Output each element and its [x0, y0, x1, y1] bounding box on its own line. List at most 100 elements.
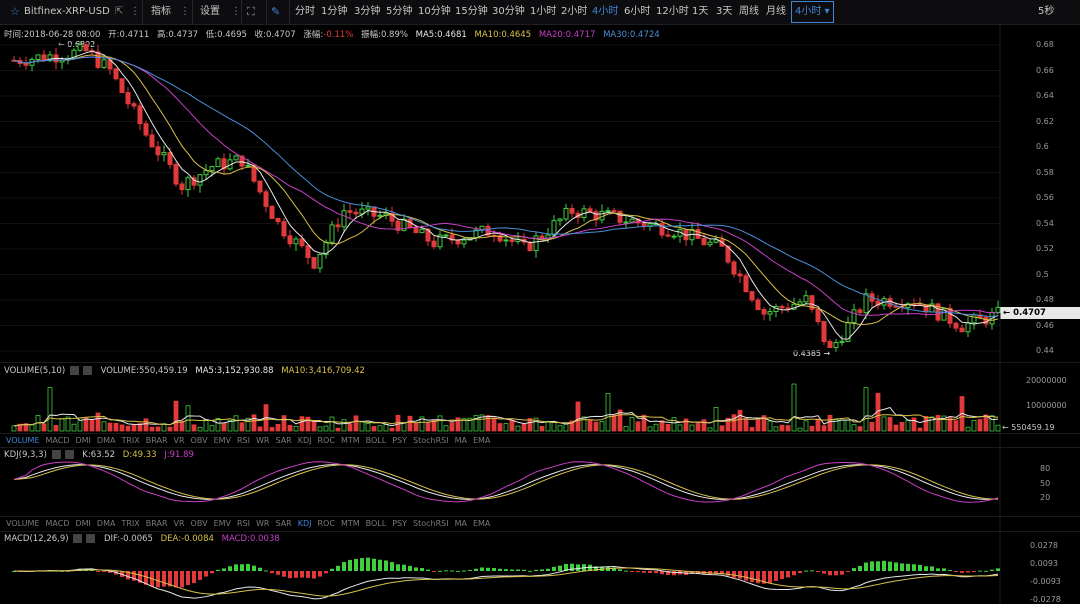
tab-emv[interactable]: EMV — [213, 519, 231, 528]
candle-body — [257, 180, 263, 193]
tab-brar[interactable]: BRAR — [145, 519, 168, 528]
settings-button[interactable]: 设置 — [200, 6, 220, 17]
info-change: -0.11% — [323, 30, 354, 40]
tab-mtm[interactable]: MTM — [340, 436, 360, 445]
interval-11[interactable]: 12小时 — [656, 6, 689, 17]
tab-obv[interactable]: OBV — [190, 436, 208, 445]
macd-bar — [756, 571, 760, 584]
macd-bar — [570, 563, 574, 571]
volume-bar — [521, 423, 527, 432]
tab-kdj[interactable]: KDJ — [297, 436, 312, 445]
symbol-name[interactable]: Bitfinex-XRP-USD — [24, 6, 110, 17]
tab-dma[interactable]: DMA — [96, 519, 116, 528]
tab-sar[interactable]: SAR — [275, 519, 292, 528]
candle-body — [161, 152, 167, 156]
interval-4[interactable]: 10分钟 — [418, 6, 451, 17]
tab-macd[interactable]: MACD — [45, 519, 70, 528]
tab-mtm[interactable]: MTM — [340, 519, 360, 528]
macd-bar — [762, 571, 766, 584]
macd-bar — [162, 571, 166, 587]
volume-bar — [923, 415, 929, 432]
interval-7[interactable]: 1小时 — [530, 6, 557, 17]
interval-6[interactable]: 30分钟 — [492, 6, 525, 17]
tab-wr[interactable]: WR — [256, 519, 270, 528]
interval-dropdown[interactable]: 4小时 ▾ — [791, 1, 834, 23]
macd-bar — [930, 566, 934, 571]
info-amplitude: 振幅:0.89% — [361, 30, 408, 40]
close-icon[interactable] — [64, 450, 74, 459]
macd-bar — [660, 571, 664, 575]
settings-icon[interactable] — [51, 450, 61, 459]
tab-ema[interactable]: EMA — [472, 436, 491, 445]
draw-pencil-icon[interactable]: ✎ — [271, 5, 281, 18]
candle-body — [995, 306, 1001, 313]
tab-trix[interactable]: TRIX — [121, 436, 140, 445]
candle-body — [569, 207, 575, 214]
tab-macd[interactable]: MACD — [45, 436, 70, 445]
tab-kdj[interactable]: KDJ — [297, 519, 312, 528]
volume-bar — [815, 418, 821, 432]
tab-volume[interactable]: VOLUME — [6, 436, 40, 445]
tab-ema[interactable]: EMA — [472, 519, 491, 528]
tab-ma[interactable]: MA — [454, 436, 467, 445]
tab-obv[interactable]: OBV — [190, 519, 208, 528]
tab-roc[interactable]: ROC — [317, 436, 335, 445]
macd-bar — [240, 564, 244, 571]
tab-dma[interactable]: DMA — [96, 436, 116, 445]
indicators-button[interactable]: 指标 — [151, 6, 171, 17]
volume-bar — [377, 425, 383, 432]
macd-bar — [942, 568, 946, 571]
macd-bar — [354, 558, 358, 571]
tab-psy[interactable]: PSY — [392, 519, 408, 528]
tab-roc[interactable]: ROC — [317, 519, 335, 528]
close-icon[interactable] — [86, 534, 96, 543]
candle-body — [785, 307, 791, 310]
interval-10[interactable]: 6小时 — [624, 6, 651, 17]
tab-stochrsi[interactable]: StochRSI — [413, 436, 449, 445]
tab-vr[interactable]: VR — [173, 436, 185, 445]
menu-dots-icon[interactable]: ⋮ — [231, 6, 241, 17]
tab-brar[interactable]: BRAR — [145, 436, 168, 445]
volume-bar — [569, 420, 575, 432]
volume-value: VOLUME:550,459.19 — [100, 366, 188, 376]
tab-trix[interactable]: TRIX — [121, 519, 140, 528]
tab-vr[interactable]: VR — [173, 519, 185, 528]
tab-volume[interactable]: VOLUME — [6, 519, 40, 528]
tab-sar[interactable]: SAR — [275, 436, 292, 445]
tab-rsi[interactable]: RSI — [237, 519, 250, 528]
tab-stochrsi[interactable]: StochRSI — [413, 519, 449, 528]
fullscreen-icon[interactable]: ⛶ — [247, 5, 255, 18]
share-icon[interactable]: ⇱ — [115, 6, 124, 17]
interval-3[interactable]: 5分钟 — [386, 6, 413, 17]
menu-dots-icon[interactable]: ⋮ — [180, 6, 190, 17]
interval-0[interactable]: 分时 — [295, 6, 315, 17]
tab-emv[interactable]: EMV — [213, 436, 231, 445]
close-icon[interactable] — [82, 366, 92, 375]
interval-5[interactable]: 15分钟 — [455, 6, 488, 17]
settings-icon[interactable] — [73, 534, 83, 543]
tab-rsi[interactable]: RSI — [237, 436, 250, 445]
tab-dmi[interactable]: DMI — [75, 436, 91, 445]
refresh-rate[interactable]: 5秒 — [1038, 6, 1055, 17]
interval-14[interactable]: 周线 — [739, 6, 759, 17]
tab-boll[interactable]: BOLL — [365, 436, 387, 445]
tab-boll[interactable]: BOLL — [365, 519, 387, 528]
interval-13[interactable]: 3天 — [716, 6, 733, 17]
star-icon[interactable]: ☆ — [10, 5, 20, 18]
tab-psy[interactable]: PSY — [392, 436, 408, 445]
interval-2[interactable]: 3分钟 — [354, 6, 381, 17]
interval-15[interactable]: 月线 — [766, 6, 786, 17]
tab-dmi[interactable]: DMI — [75, 519, 91, 528]
interval-9[interactable]: 4小时 — [592, 6, 619, 17]
interval-8[interactable]: 2小时 — [561, 6, 588, 17]
macd-bar — [522, 569, 526, 571]
axis-label: -0.0278 — [1030, 595, 1061, 604]
settings-icon[interactable] — [69, 366, 79, 375]
tab-wr[interactable]: WR — [256, 436, 270, 445]
interval-1[interactable]: 1分钟 — [321, 6, 348, 17]
macd-bar — [366, 557, 370, 571]
tab-ma[interactable]: MA — [454, 519, 467, 528]
interval-12[interactable]: 1天 — [692, 6, 709, 17]
menu-dots-icon[interactable]: ⋮ — [130, 6, 140, 17]
